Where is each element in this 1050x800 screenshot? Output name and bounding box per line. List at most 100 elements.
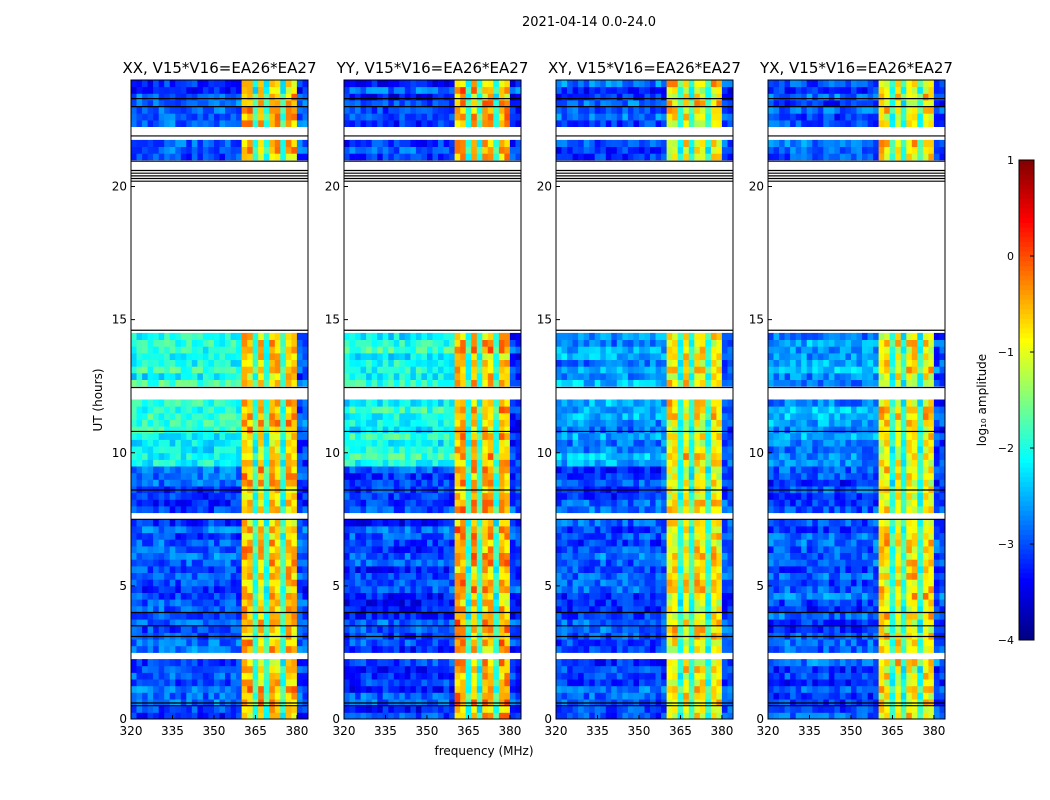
heatmap-cell — [225, 705, 231, 713]
heatmap-cell — [366, 93, 372, 101]
heatmap-cell — [627, 585, 634, 593]
heatmap-cell — [197, 80, 204, 88]
heatmap-cell — [296, 379, 303, 387]
heatmap-cell — [404, 479, 411, 487]
heatmap-cell — [589, 679, 596, 687]
heatmap-cell — [705, 612, 712, 620]
heatmap-cell — [727, 592, 734, 600]
heatmap-cell — [454, 439, 461, 447]
heatmap-cell — [208, 346, 215, 354]
heatmap-cell — [296, 439, 303, 447]
heatmap-cell — [504, 146, 511, 154]
heatmap-cell — [449, 705, 455, 713]
heatmap-cell — [186, 153, 193, 161]
heatmap-cell — [561, 712, 568, 720]
heatmap-cell — [498, 379, 505, 387]
heatmap-cell — [410, 466, 417, 474]
heatmap-cell — [432, 579, 439, 587]
heatmap-cell — [355, 466, 361, 474]
heatmap-cell — [186, 406, 193, 414]
heatmap-cell — [627, 565, 634, 573]
heatmap-cell — [388, 472, 395, 480]
heatmap-cell — [349, 359, 356, 367]
heatmap-cell — [219, 712, 226, 720]
heatmap-cell — [388, 565, 395, 573]
heatmap-cell — [153, 619, 159, 627]
heatmap-cell — [355, 572, 361, 580]
heatmap-cell — [487, 659, 494, 667]
heatmap-cell — [622, 572, 629, 580]
heatmap-cell — [600, 612, 607, 620]
heatmap-cell — [443, 412, 450, 420]
heatmap-cell — [186, 332, 193, 340]
heatmap-cell — [509, 539, 516, 547]
heatmap-cell — [186, 679, 193, 687]
heatmap-cell — [377, 599, 384, 607]
heatmap-cell — [382, 605, 389, 613]
heatmap-cell — [180, 659, 187, 667]
heatmap-cell — [208, 645, 215, 653]
heatmap-cell — [208, 139, 215, 147]
heatmap-cell — [158, 452, 165, 460]
heatmap-cell — [344, 93, 350, 101]
heatmap-cell — [153, 399, 159, 407]
heatmap-cell — [672, 559, 679, 567]
heatmap-cell — [355, 619, 361, 627]
heatmap-cell — [291, 692, 298, 700]
heatmap-cell — [214, 106, 220, 114]
heatmap-cell — [471, 639, 478, 647]
heatmap-cell — [487, 579, 494, 587]
heatmap-cell — [498, 106, 505, 114]
heatmap-cell — [191, 605, 198, 613]
heatmap-cell — [280, 506, 287, 514]
heatmap-cell — [186, 559, 193, 567]
heatmap-cell — [438, 712, 444, 720]
heatmap-cell — [258, 492, 265, 500]
heatmap-cell — [360, 379, 367, 387]
heatmap-cell — [449, 479, 455, 487]
heatmap-cell — [158, 552, 165, 560]
heatmap-cell — [269, 93, 276, 101]
heatmap-cell — [393, 679, 400, 687]
heatmap-cell — [175, 692, 182, 700]
heatmap-cell — [498, 372, 505, 380]
heatmap-cell — [482, 412, 489, 420]
heatmap-cell — [175, 612, 182, 620]
heatmap-cell — [504, 625, 511, 633]
heatmap-cell — [258, 352, 265, 360]
heatmap-cell — [509, 506, 516, 514]
heatmap-cell — [639, 612, 645, 620]
heatmap-cell — [344, 532, 350, 540]
x-tick-label: 350 — [203, 724, 226, 738]
heatmap-cell — [208, 579, 215, 587]
heatmap-cell — [274, 459, 281, 467]
heatmap-cell — [438, 466, 444, 474]
heatmap-cell — [296, 479, 303, 487]
heatmap-cell — [694, 705, 701, 713]
heatmap-cell — [404, 545, 411, 553]
heatmap-cell — [247, 459, 254, 467]
heatmap-cell — [556, 672, 562, 680]
heatmap-cell — [241, 432, 248, 440]
heatmap-cell — [393, 439, 400, 447]
heatmap-cell — [197, 625, 204, 633]
heatmap-cell — [136, 526, 143, 534]
heatmap-cell — [454, 346, 461, 354]
heatmap-cell — [393, 452, 400, 460]
heatmap-cell — [258, 146, 265, 154]
heatmap-cell — [578, 585, 584, 593]
heatmap-cell — [164, 499, 171, 507]
heatmap-cell — [639, 605, 645, 613]
heatmap-cell — [208, 332, 215, 340]
heatmap-cell — [263, 592, 270, 600]
heatmap-cell — [482, 372, 489, 380]
heatmap-cell — [153, 572, 159, 580]
heatmap-cell — [241, 665, 248, 673]
heatmap-cell — [410, 346, 417, 354]
heatmap-cell — [611, 545, 618, 553]
heatmap-cell — [683, 645, 690, 653]
heatmap-cell — [269, 639, 276, 647]
heatmap-cell — [291, 592, 298, 600]
heatmap-cell — [410, 545, 417, 553]
heatmap-cell — [482, 139, 489, 147]
